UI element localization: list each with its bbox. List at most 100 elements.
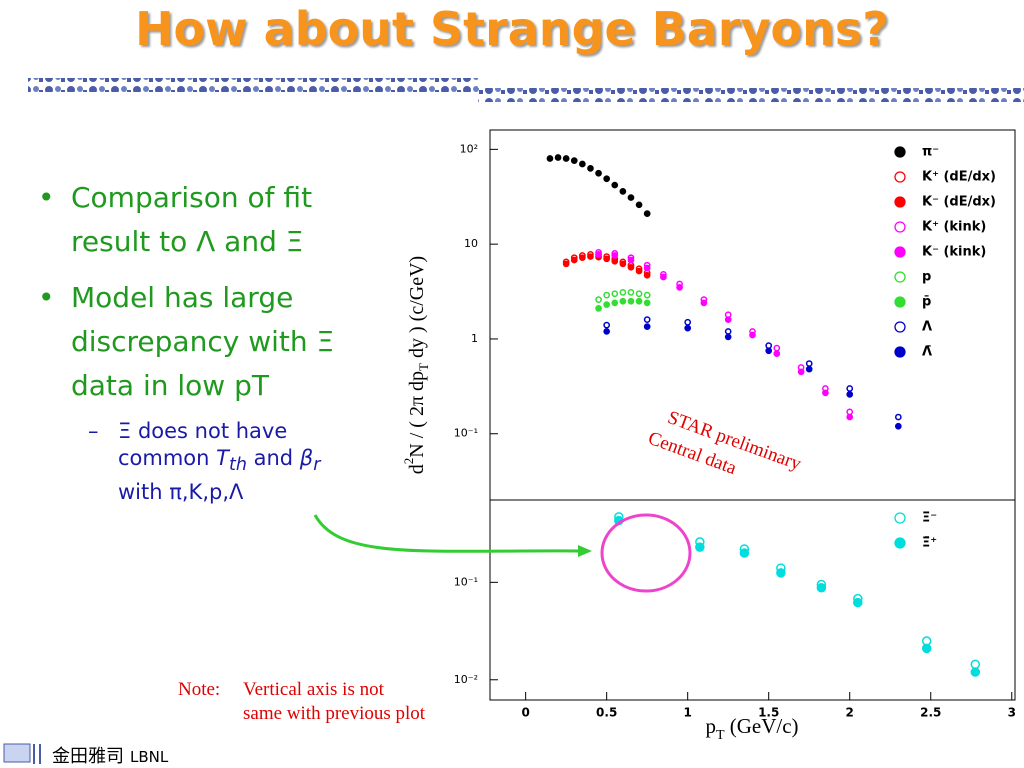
title-band [28,78,478,92]
arrow-head [578,545,592,557]
data-point [816,582,827,593]
data-point [724,316,732,323]
data-point [643,299,651,307]
data-point [570,157,578,164]
data-point [611,181,619,189]
data-point [846,391,854,398]
legend-marker [894,321,906,333]
text: and [246,446,300,470]
data-point [970,659,981,670]
data-point [554,154,562,161]
data-point [635,267,643,275]
org: LBNL [130,748,169,766]
data-point [579,160,586,168]
data-point [619,260,627,268]
data-point [595,305,602,312]
legend-marker [894,346,906,358]
legend-marker [894,271,906,283]
text: with π,K,p,Λ [118,480,244,505]
bullet-text: Model has large discrepancy with Ξ data … [71,281,335,402]
xlabel: pT (GeV/c) [705,714,798,743]
y-tick-label: 10 [464,237,478,250]
legend-label: π⁻ [922,145,939,160]
x-tick-label: 1.5 [758,706,779,720]
y-tick-label: 10² [460,142,478,155]
data-point [846,385,854,392]
highlight-circle [600,513,692,593]
note: Note: Vertical axis is not same with pre… [178,678,425,726]
data-point [546,155,554,162]
ylabel-part: N / ( 2π dp [406,371,428,458]
legend-marker [894,171,906,183]
legend-label: K⁺ (dE/dx) [922,170,996,185]
data-point [805,365,813,373]
data-point [684,318,692,326]
data-point [627,289,635,296]
text: r [313,455,321,476]
data-point [611,257,619,265]
data-point [805,360,813,367]
legend-marker [894,296,906,308]
legend-marker [894,246,906,258]
legend-label: p̄ [922,295,931,310]
ylabel-part: 2 [401,458,416,465]
legend-marker [894,537,906,549]
data-point [822,389,829,397]
data-point [570,256,578,264]
footer: 金田雅司 LBNL [52,742,168,768]
ylabel: d2N / ( 2π dpT dy ) (c/GeV) [401,256,431,474]
x-tick-label: 0 [521,706,529,720]
data-point [595,169,602,177]
data-point [765,347,773,355]
data-point [700,299,708,307]
xlabel-part: (GeV/c) [725,714,799,738]
title: How about Strange Baryons? [135,2,889,56]
data-point [684,324,692,332]
data-point [643,264,651,272]
data-point [643,210,651,217]
text: Ξ does not have common [118,419,288,470]
data-point [603,175,611,183]
data-point [595,296,602,303]
y-tick-label: 10⁻¹ [454,427,478,440]
data-point [603,301,611,309]
sub-bullet: – Ξ does not have common Tth and βr with… [88,419,321,505]
data-point [724,333,732,341]
data-point [603,255,611,263]
xlabel-part: p [705,714,716,738]
note-line: Vertical axis is not [243,679,384,700]
x-tick-label: 2.5 [920,706,941,720]
data-point [773,344,781,352]
data-point [595,251,602,258]
data-point [676,284,683,291]
data-point [739,548,750,558]
data-point [846,413,854,421]
data-point [635,297,643,305]
data-point [603,291,611,299]
legend-label: p [922,270,931,285]
y-tick-label: 10⁻¹ [454,575,478,588]
data-point [894,413,902,421]
data-point [776,568,786,578]
note-label: Note: [178,679,221,700]
data-point [587,165,594,172]
data-point [603,321,611,329]
data-point [579,254,586,262]
bullet: • Model has large discrepancy with Ξ data… [38,276,378,408]
data-point [643,291,651,299]
data-point [627,194,635,201]
legend-label: Ξ̄⁺ [922,536,937,551]
legend-label: K⁻ (dE/dx) [922,195,996,210]
data-point [773,350,781,357]
x-tick-label: 1 [684,706,692,720]
bullet: • Comparison of fit result to Λ and Ξ [38,176,378,264]
data-point [611,290,619,298]
data-point [894,422,902,430]
data-point [749,331,756,339]
legend-label: K⁻ (kink) [922,245,986,260]
data-point [660,273,667,281]
data-point [853,597,863,608]
x-tick-label: 3 [1008,706,1016,720]
data-point [587,253,594,260]
